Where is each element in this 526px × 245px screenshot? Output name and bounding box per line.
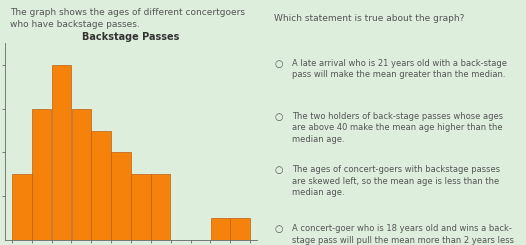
Bar: [230, 218, 250, 240]
Text: A late arrival who is 21 years old with a back-stage
pass will make the mean gre: A late arrival who is 21 years old with …: [292, 59, 507, 79]
Text: ○: ○: [275, 112, 283, 122]
Title: Backstage Passes: Backstage Passes: [82, 32, 180, 42]
Text: Which statement is true about the graph?: Which statement is true about the graph?: [275, 14, 464, 23]
Bar: [52, 65, 71, 240]
Bar: [32, 109, 52, 240]
Text: ○: ○: [275, 165, 283, 175]
Bar: [131, 174, 150, 240]
Text: ○: ○: [275, 224, 283, 234]
Bar: [92, 131, 111, 240]
Bar: [210, 218, 230, 240]
Text: A concert-goer who is 18 years old and wins a back-
stage pass will pull the mea: A concert-goer who is 18 years old and w…: [292, 224, 514, 245]
Bar: [72, 109, 91, 240]
Bar: [12, 174, 32, 240]
Text: The ages of concert-goers with backstage passes
are skewed left, so the mean age: The ages of concert-goers with backstage…: [292, 165, 500, 197]
Text: The graph shows the ages of different concertgoers
who have backstage passes.: The graph shows the ages of different co…: [11, 8, 245, 29]
Text: The two holders of back-stage passes whose ages
are above 40 make the mean age h: The two holders of back-stage passes who…: [292, 112, 503, 144]
Bar: [151, 174, 170, 240]
Text: ○: ○: [275, 59, 283, 69]
Bar: [112, 152, 131, 240]
